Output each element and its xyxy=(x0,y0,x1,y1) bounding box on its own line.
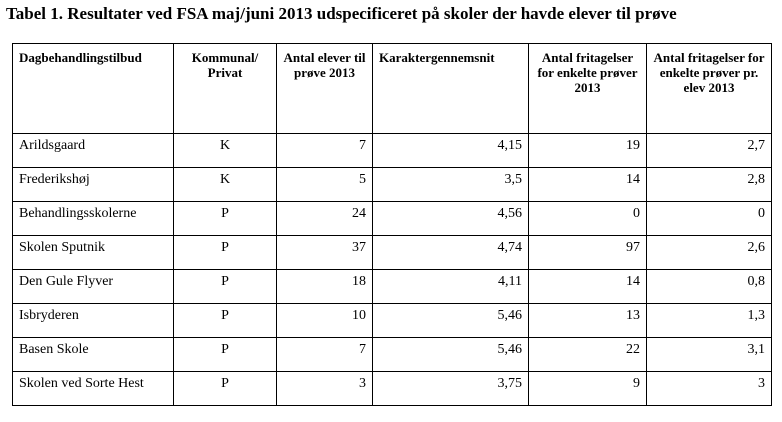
header-kommunal-privat: Kommunal/ Privat xyxy=(173,43,277,134)
school-name-cell: Arildsgaard xyxy=(12,133,174,168)
header-row: Dagbehandlingstilbud Kommunal/ Privat An… xyxy=(12,43,772,134)
table-header: Dagbehandlingstilbud Kommunal/ Privat An… xyxy=(12,43,772,134)
exemptions-cell: 13 xyxy=(528,303,647,338)
table-row: Arildsgaard K 7 4,15 19 2,7 xyxy=(12,133,772,168)
grade-average-cell: 4,15 xyxy=(372,133,529,168)
exemptions-cell: 19 xyxy=(528,133,647,168)
exemptions-cell: 97 xyxy=(528,235,647,270)
grade-average-cell: 3,75 xyxy=(372,371,529,406)
students-cell: 18 xyxy=(276,269,373,304)
table-row: Den Gule Flyver P 18 4,11 14 0,8 xyxy=(12,269,772,304)
header-fritagelser-pr-elev: Antal fritagelser for enkelte prøver pr.… xyxy=(646,43,772,134)
table-row: Behandlingsskolerne P 24 4,56 0 0 xyxy=(12,201,772,236)
school-name-cell: Basen Skole xyxy=(12,337,174,372)
students-cell: 37 xyxy=(276,235,373,270)
school-name-cell: Behandlingsskolerne xyxy=(12,201,174,236)
exemptions-per-student-cell: 0,8 xyxy=(646,269,772,304)
students-cell: 7 xyxy=(276,133,373,168)
table-row: Isbryderen P 10 5,46 13 1,3 xyxy=(12,303,772,338)
school-name-cell: Skolen ved Sorte Hest xyxy=(12,371,174,406)
exemptions-cell: 9 xyxy=(528,371,647,406)
grade-average-cell: 3,5 xyxy=(372,167,529,202)
exemptions-per-student-cell: 3,1 xyxy=(646,337,772,372)
header-dagbehandlingstilbud: Dagbehandlingstilbud xyxy=(12,43,174,134)
table-row: Basen Skole P 7 5,46 22 3,1 xyxy=(12,337,772,372)
table-row: Skolen ved Sorte Hest P 3 3,75 9 3 xyxy=(12,371,772,406)
type-cell: K xyxy=(173,133,277,168)
exemptions-per-student-cell: 3 xyxy=(646,371,772,406)
school-name-cell: Den Gule Flyver xyxy=(12,269,174,304)
school-name-cell: Frederikshøj xyxy=(12,167,174,202)
table-body: Arildsgaard K 7 4,15 19 2,7 Frederikshøj K 5 3,5 1… xyxy=(12,133,772,406)
header-karaktergennemsnit: Karaktergennemsnit xyxy=(372,43,529,134)
header-antal-fritagelser: Antal fritagelser for enkelte prøver 201… xyxy=(528,43,647,134)
exemptions-cell: 14 xyxy=(528,269,647,304)
grade-average-cell: 4,11 xyxy=(372,269,529,304)
exemptions-cell: 0 xyxy=(528,201,647,236)
type-cell: P xyxy=(173,337,277,372)
type-cell: P xyxy=(173,371,277,406)
exemptions-per-student-cell: 2,8 xyxy=(646,167,772,202)
students-cell: 24 xyxy=(276,201,373,236)
school-name-cell: Skolen Sputnik xyxy=(12,235,174,270)
header-antal-elever: Antal elever til prøve 2013 xyxy=(276,43,373,134)
type-cell: P xyxy=(173,201,277,236)
exemptions-cell: 14 xyxy=(528,167,647,202)
exemptions-per-student-cell: 2,6 xyxy=(646,235,772,270)
exemptions-per-student-cell: 2,7 xyxy=(646,133,772,168)
table-row: Skolen Sputnik P 37 4,74 97 2,6 xyxy=(12,235,772,270)
exemptions-per-student-cell: 1,3 xyxy=(646,303,772,338)
school-name-cell: Isbryderen xyxy=(12,303,174,338)
type-cell: P xyxy=(173,235,277,270)
table-row: Frederikshøj K 5 3,5 14 2,8 xyxy=(12,167,772,202)
type-cell: P xyxy=(173,303,277,338)
type-cell: K xyxy=(173,167,277,202)
grade-average-cell: 4,56 xyxy=(372,201,529,236)
students-cell: 5 xyxy=(276,167,373,202)
students-cell: 10 xyxy=(276,303,373,338)
students-cell: 7 xyxy=(276,337,373,372)
grade-average-cell: 5,46 xyxy=(372,337,529,372)
type-cell: P xyxy=(173,269,277,304)
grade-average-cell: 5,46 xyxy=(372,303,529,338)
exemptions-cell: 22 xyxy=(528,337,647,372)
exemptions-per-student-cell: 0 xyxy=(646,201,772,236)
students-cell: 3 xyxy=(276,371,373,406)
grade-average-cell: 4,74 xyxy=(372,235,529,270)
results-table: Dagbehandlingstilbud Kommunal/ Privat An… xyxy=(12,43,772,406)
table-caption: Tabel 1. Resultater ved FSA maj/juni 201… xyxy=(6,4,677,23)
